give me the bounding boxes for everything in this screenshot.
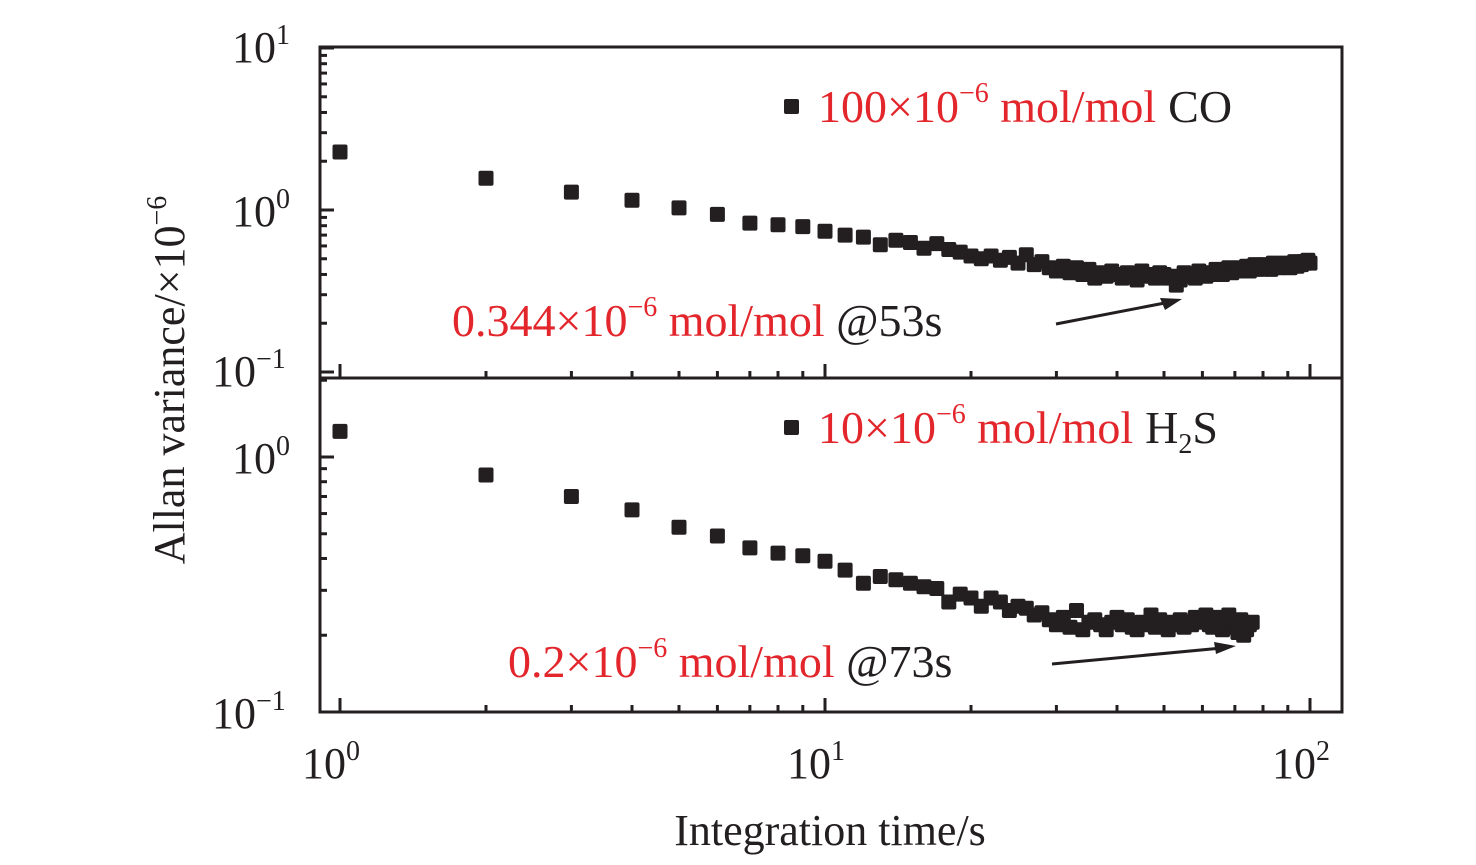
h2s-series (332, 423, 1260, 643)
data-point (929, 236, 945, 252)
y-tick-label-bottom-10-m1: 10−1 (212, 686, 286, 738)
data-point (478, 170, 494, 186)
legend-marker-co (784, 99, 799, 114)
data-point (770, 545, 786, 561)
data-point (332, 423, 348, 439)
data-point (855, 575, 871, 591)
y-tick-label-top-10-m1: 10−1 (212, 344, 286, 396)
data-point (888, 232, 904, 248)
legend-label-co: 100×10−6 mol/mol CO (818, 78, 1232, 132)
data-point (837, 562, 853, 578)
data-point (916, 579, 932, 595)
data-point (795, 548, 811, 564)
data-point (837, 227, 853, 243)
y-tick-label-bottom-10-0: 100 (232, 431, 290, 483)
data-point (888, 572, 904, 588)
data-point (770, 217, 786, 233)
annotation-arrow-co (1055, 298, 1182, 326)
legend-co: 100×10−6 mol/mol CO (784, 78, 1232, 132)
data-point (1062, 619, 1078, 635)
legend-h2s: 10×10−6 mol/mol H2S (784, 399, 1218, 460)
data-point (941, 594, 957, 610)
data-point (941, 242, 957, 257)
data-point (872, 237, 888, 253)
data-point (1302, 255, 1318, 271)
legend-label-h2s: 10×10−6 mol/mol H2S (818, 399, 1218, 460)
data-point (902, 575, 918, 591)
data-point (1069, 603, 1084, 618)
data-point (817, 223, 833, 239)
data-point (902, 235, 918, 250)
data-point (742, 215, 758, 231)
y-tick-label-top-10-1: 101 (232, 20, 290, 72)
data-point (478, 467, 494, 483)
x-tick-label-10-2: 102 (1272, 736, 1330, 788)
data-point (1244, 614, 1260, 630)
data-point (916, 240, 932, 256)
data-point (872, 569, 888, 584)
y-tick-label-top-10-0: 100 (232, 184, 290, 236)
x-tick-label-10-1: 101 (787, 736, 845, 788)
data-point (709, 206, 725, 222)
annotation-co-min: 0.344×10−6 mol/mol @53s (452, 292, 942, 346)
data-point (817, 553, 833, 569)
bottom-panel-frame (318, 376, 1344, 714)
data-point (671, 200, 687, 216)
axis-ticks (320, 46, 1312, 712)
x-axis-title: Integration time/s (674, 806, 986, 855)
data-point (624, 502, 640, 518)
data-point (332, 144, 348, 160)
legend-marker-h2s (784, 420, 799, 435)
data-point (624, 192, 640, 208)
plot-frame (318, 45, 1344, 714)
data-point (795, 219, 811, 235)
annotation-h2s-min: 0.2×10−6 mol/mol @73s (508, 633, 952, 687)
annotation-arrow-h2s (1051, 642, 1236, 666)
data-point (929, 581, 945, 596)
data-point (709, 528, 725, 544)
data-point (855, 229, 871, 245)
data-point (742, 540, 758, 556)
data-point (563, 489, 579, 504)
data-point (563, 184, 579, 200)
y-axis-title: Allan variance/×10−6 (142, 196, 194, 565)
data-point (671, 519, 687, 535)
x-tick-label-10-0: 100 (302, 736, 360, 788)
co-series (332, 144, 1318, 293)
